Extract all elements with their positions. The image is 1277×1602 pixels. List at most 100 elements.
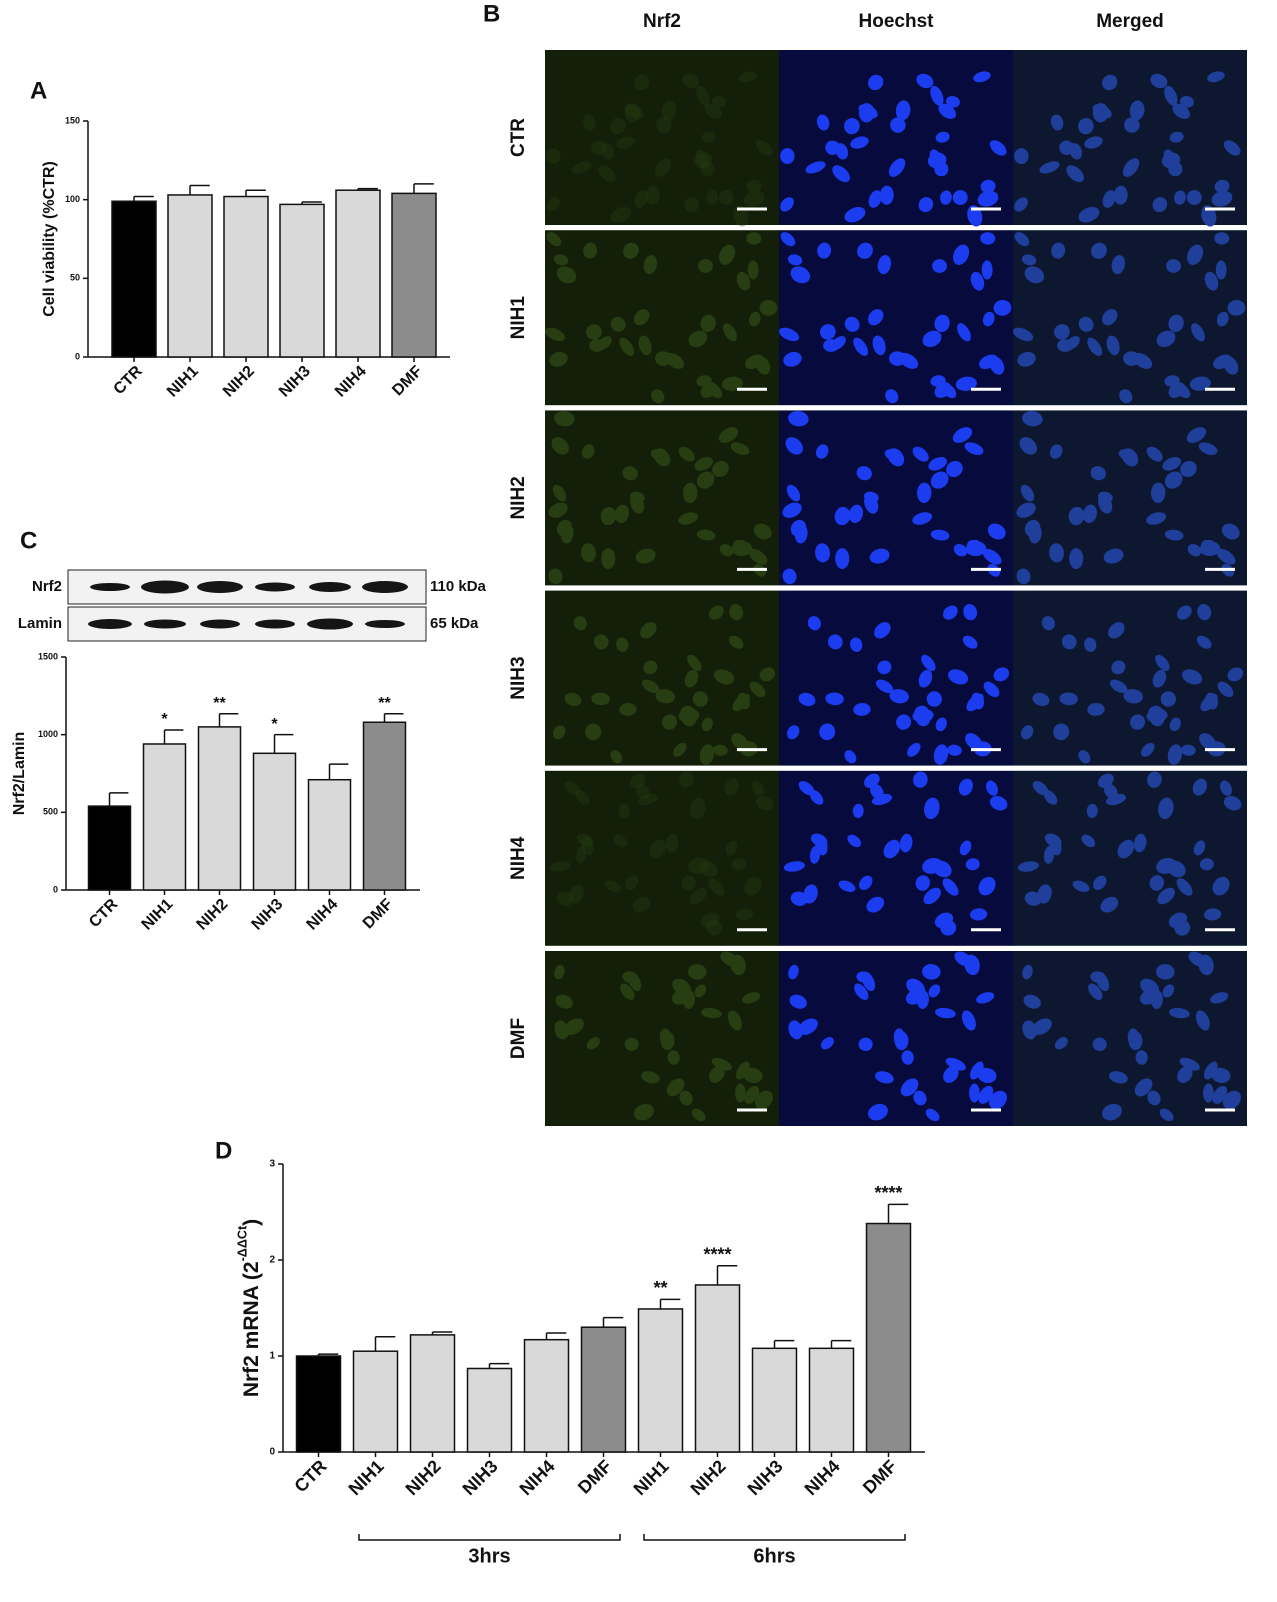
nucleus	[1156, 857, 1177, 874]
nucleus	[746, 232, 762, 245]
nucleus	[755, 795, 774, 811]
nucleus	[564, 1018, 584, 1035]
nucleus	[1162, 984, 1175, 998]
nucleus	[888, 158, 906, 177]
nucleus	[1053, 723, 1070, 741]
x-tick-label: NIH1	[164, 363, 202, 401]
nucleus	[783, 861, 805, 872]
nucleus	[788, 964, 799, 980]
nucleus	[1193, 840, 1206, 856]
nucleus	[734, 539, 749, 556]
nucleus	[838, 880, 856, 892]
nucleus	[1156, 964, 1175, 980]
nucleus	[583, 242, 598, 259]
nucleus	[1084, 136, 1103, 149]
column-header: Hoechst	[859, 11, 935, 32]
nucleus	[1021, 254, 1037, 266]
nucleus	[993, 667, 1010, 682]
nucleus	[1117, 839, 1135, 859]
nucleus	[1217, 681, 1234, 698]
nucleus	[706, 919, 723, 936]
nucleus	[861, 971, 876, 992]
nucleus	[1151, 482, 1166, 504]
nucleus	[635, 548, 656, 564]
nucleus	[1024, 891, 1042, 906]
nucleus	[554, 410, 575, 427]
nucleus	[662, 714, 678, 730]
nucleus	[973, 71, 991, 83]
nucleus	[958, 778, 973, 796]
nucleus	[698, 259, 714, 273]
nucleus	[872, 335, 886, 356]
nucleus	[581, 836, 594, 856]
nucleus	[852, 803, 864, 819]
nucleus	[1164, 85, 1178, 106]
nucleus	[859, 875, 873, 891]
nucleus	[1078, 117, 1094, 135]
nucleus	[549, 351, 568, 367]
nucleus	[546, 232, 562, 247]
nucleus	[1092, 103, 1109, 123]
nucleus	[809, 790, 824, 805]
nucleus	[1019, 437, 1037, 455]
nucleus	[1181, 669, 1203, 685]
tile-background	[779, 410, 1013, 586]
nucleus	[706, 190, 718, 205]
nucleus	[551, 437, 569, 455]
nucleus	[877, 255, 892, 275]
nucleus	[1044, 833, 1062, 847]
nucleus	[918, 197, 934, 213]
nucleus	[790, 891, 808, 906]
nucleus	[1106, 335, 1120, 356]
nucleus	[786, 725, 800, 740]
nucleus	[788, 1020, 803, 1040]
nucleus	[683, 482, 698, 504]
nucleus	[1176, 605, 1192, 620]
bar	[523, 1338, 570, 1453]
nucleus	[1152, 669, 1167, 688]
nucleus	[634, 309, 650, 326]
nucleus	[1043, 790, 1058, 805]
nucleus	[816, 114, 830, 131]
nucleus	[819, 723, 836, 741]
nucleus	[1203, 1083, 1214, 1103]
nucleus	[789, 994, 807, 1009]
nucleus	[912, 446, 929, 462]
nucleus	[729, 603, 744, 621]
nucleus	[1022, 964, 1033, 980]
bar	[466, 1367, 513, 1453]
nucleus	[651, 389, 665, 404]
nucleus	[1134, 1078, 1153, 1097]
nucleus	[853, 337, 869, 356]
nucleus	[798, 692, 816, 707]
nucleus	[957, 323, 971, 342]
nucleus	[548, 502, 568, 518]
x-tick-label: DMF	[360, 896, 397, 933]
nucleus	[1221, 523, 1240, 540]
nucleus	[1191, 323, 1205, 342]
nucleus	[721, 376, 743, 391]
nucleus	[844, 750, 857, 764]
nucleus	[1212, 1085, 1228, 1104]
nucleus	[556, 266, 577, 284]
nucleus	[922, 330, 942, 348]
nucleus	[832, 165, 850, 183]
x-tick-label: NIH1	[630, 1456, 673, 1499]
y-axis-label-part: Nrf2 mRNA (2	[240, 1261, 263, 1397]
bar	[167, 194, 213, 358]
nucleus	[938, 103, 957, 119]
nucleus	[654, 158, 672, 177]
tile-background	[545, 410, 779, 586]
nucleus	[978, 876, 996, 896]
nucleus	[989, 356, 1005, 375]
nucleus	[848, 504, 863, 524]
nucleus	[1111, 255, 1126, 275]
nucleus	[1028, 524, 1042, 544]
nucleus	[815, 444, 829, 459]
nucleus	[586, 1037, 600, 1050]
nucleus	[853, 703, 871, 716]
nucleus	[1049, 444, 1063, 459]
nucleus	[969, 1061, 984, 1080]
column-header: Merged	[1096, 11, 1164, 32]
x-tick-label: NIH2	[194, 896, 232, 934]
